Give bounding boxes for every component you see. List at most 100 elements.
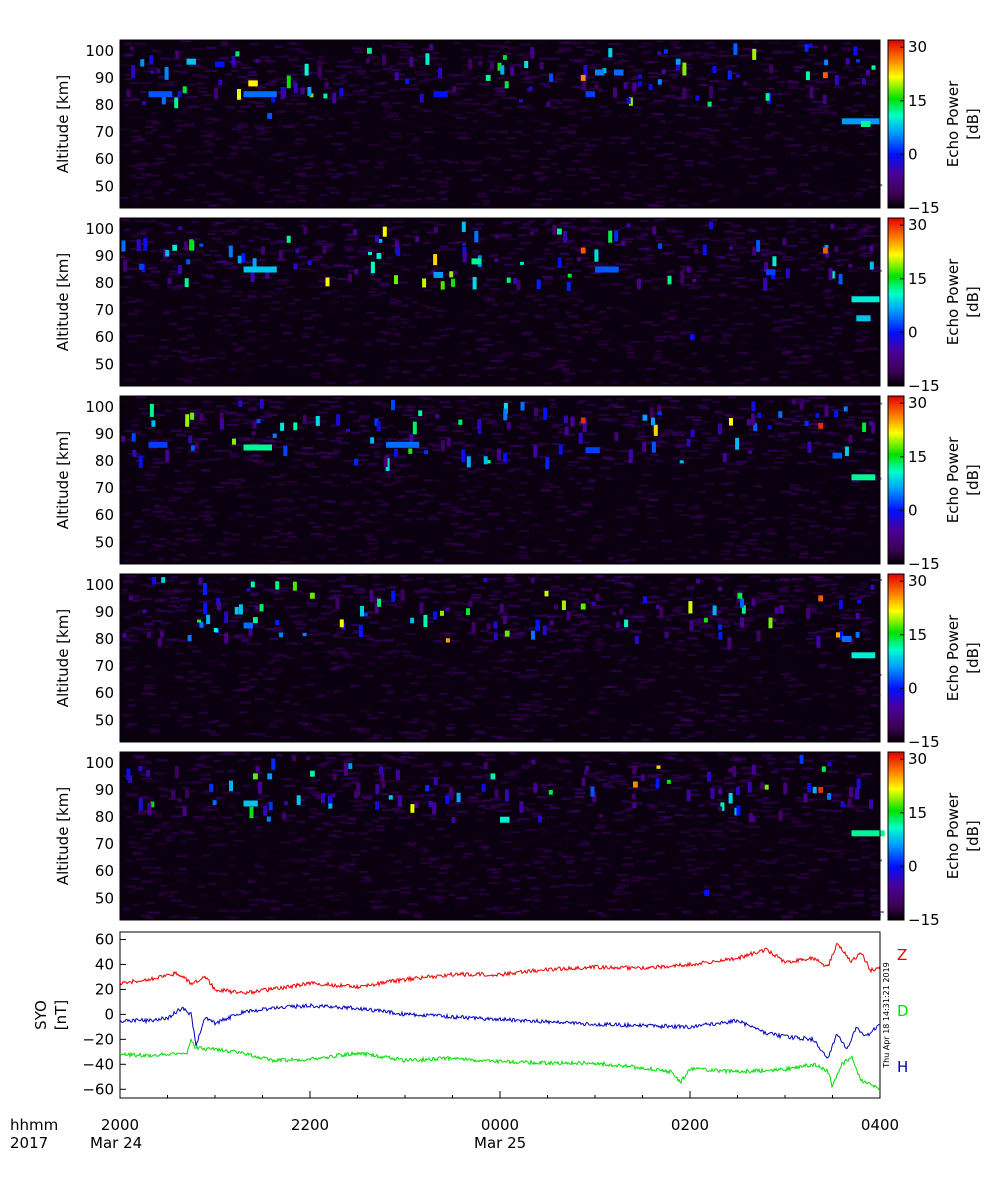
noise-cell [400,464,413,467]
noise-cell [693,504,701,507]
noise-cell [386,424,395,427]
noise-cell [471,409,483,412]
noise-cell [541,123,552,126]
noise-cell [772,305,784,308]
noise-cell [671,230,684,233]
noise-cell [833,332,842,335]
noise-cell [796,381,807,384]
noise-cell [680,450,687,453]
noise-cell [312,131,323,134]
noise-cell [517,155,526,158]
noise-cell [561,241,572,244]
noise-cell [334,446,347,449]
noise-cell [773,326,783,329]
noise-cell [369,340,377,343]
noise-cell [167,99,174,102]
noise-cell [804,306,814,308]
noise-cell [616,560,629,563]
noise-cell [739,494,749,497]
echo-speckle [199,243,204,247]
noise-cell [650,113,663,115]
noise-cell [277,227,288,230]
noise-cell [463,426,473,429]
noise-cell [563,676,574,679]
noise-cell [794,312,803,315]
noise-cell [547,452,558,455]
noise-cell [372,401,382,404]
noise-cell [771,52,783,54]
echo-speckle [753,423,758,431]
noise-cell [489,512,500,515]
noise-cell [677,189,687,192]
noise-cell [499,702,512,705]
noise-cell [729,72,736,75]
noise-cell [810,345,819,348]
noise-cell [429,373,439,376]
noise-cell [330,176,340,179]
noise-cell [656,417,663,420]
noise-cell [816,340,823,343]
noise-cell [183,326,191,329]
noise-cell [732,416,745,419]
noise-cell [312,243,324,246]
noise-cell [735,150,747,153]
noise-cell [131,97,141,100]
noise-cell [685,67,692,70]
noise-cell [588,415,595,418]
noise-cell [765,171,778,174]
noise-cell [700,329,709,332]
noise-cell [144,473,156,476]
noise-cell [680,283,690,286]
noise-cell [480,500,491,503]
noise-cell [416,266,428,269]
noise-cell [687,405,695,408]
noise-cell [745,298,755,301]
echo-speckle [354,269,359,275]
noise-cell [610,283,622,285]
noise-cell [272,659,281,662]
noise-cell [639,45,646,48]
noise-cell [461,351,471,354]
noise-cell [700,432,712,435]
noise-cell [137,167,145,170]
noise-cell [483,334,492,337]
noise-cell [847,251,854,254]
noise-cell [531,540,540,543]
noise-cell [572,602,579,605]
echo-speckle [729,418,733,426]
noise-cell [346,374,356,377]
noise-cell [778,252,786,255]
noise-cell [833,294,842,297]
noise-cell [270,405,281,408]
noise-cell [651,92,659,95]
noise-cell [652,437,660,440]
noise-cell [256,133,266,136]
noise-cell [166,512,175,515]
noise-cell [577,204,588,207]
noise-cell [147,267,158,270]
noise-cell [838,294,849,296]
noise-cell [531,228,539,231]
noise-cell [535,354,543,357]
noise-cell [374,157,385,160]
noise-cell [380,184,391,187]
noise-cell [702,237,710,240]
noise-cell [568,110,580,113]
noise-cell [358,518,367,521]
noise-cell [343,460,354,462]
noise-cell [544,85,551,88]
echo-speckle [871,422,876,434]
noise-cell [478,401,485,404]
noise-cell [804,507,815,510]
noise-cell [338,264,350,267]
noise-cell [583,148,593,151]
noise-cell [152,560,164,563]
noise-cell [674,541,685,544]
noise-cell [688,474,698,477]
noise-cell [453,101,461,103]
noise-cell [503,221,511,224]
noise-cell [237,651,244,654]
noise-cell [318,56,326,59]
noise-cell [407,483,416,486]
echo-speckle [549,73,553,82]
